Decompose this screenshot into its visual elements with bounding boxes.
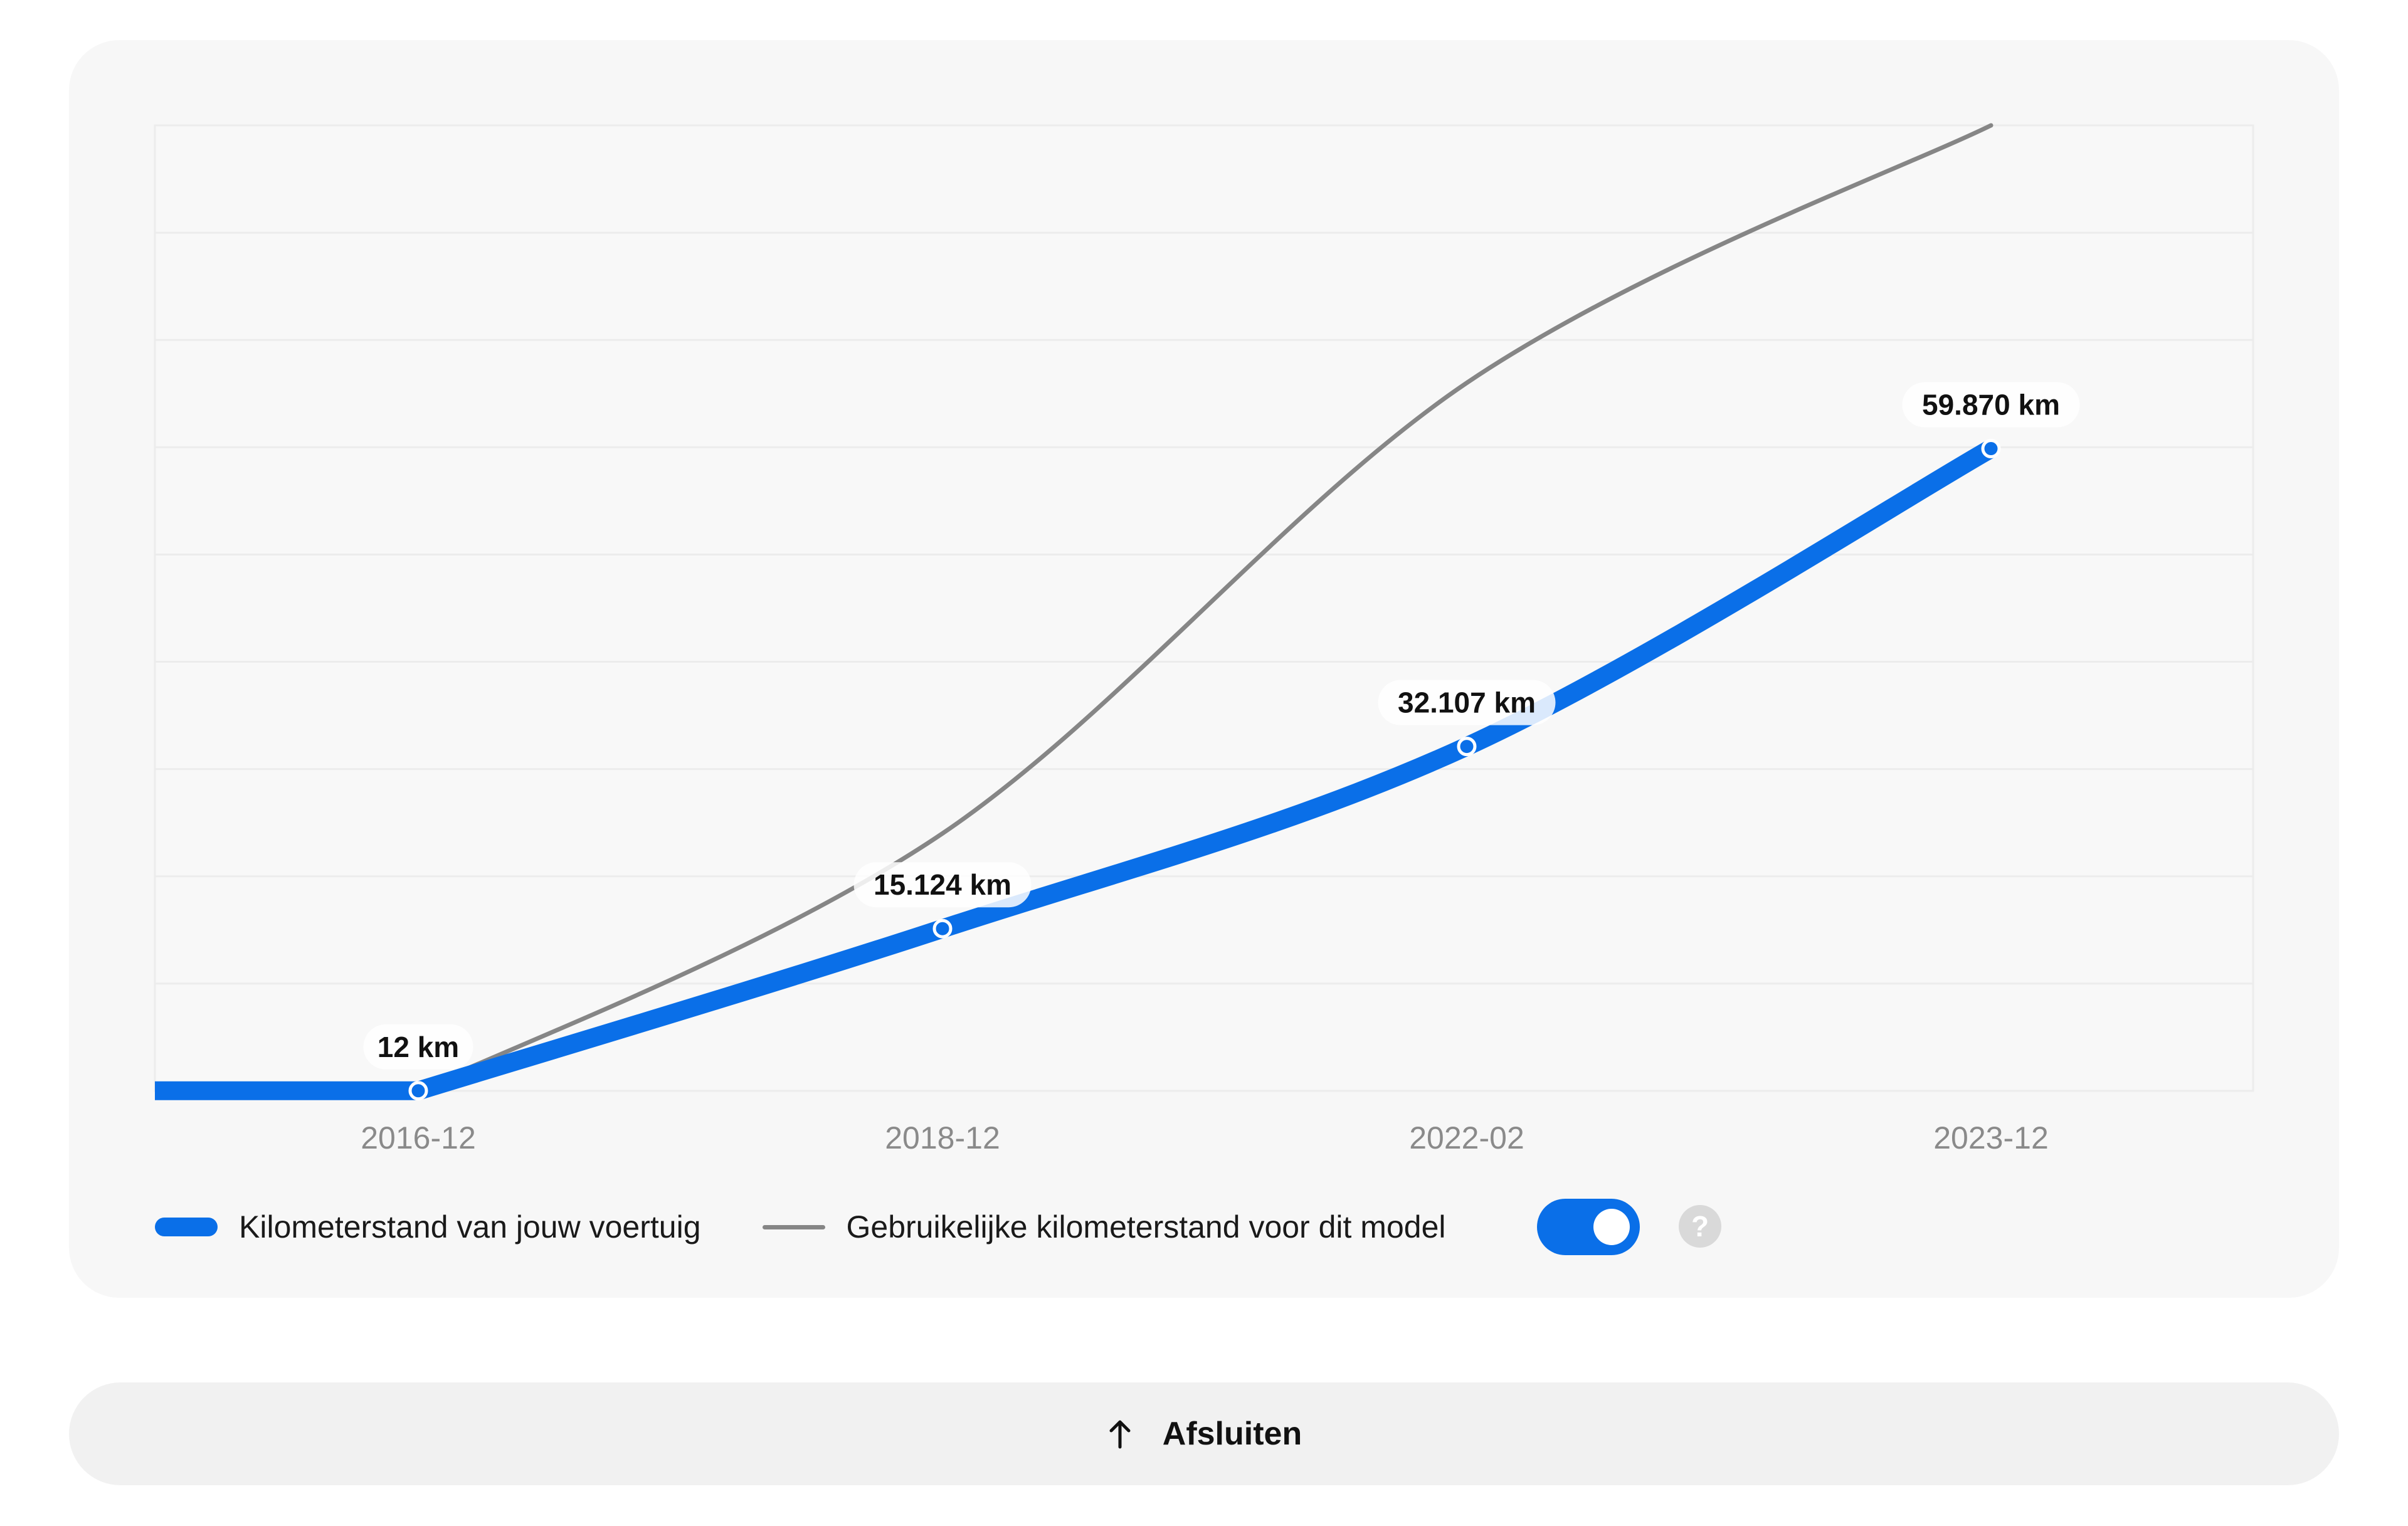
data-label: 12 km bbox=[378, 1031, 459, 1063]
x-tick-label: 2022-02 bbox=[1409, 1120, 1524, 1155]
typical-series bbox=[416, 123, 1993, 1093]
own-mileage-line bbox=[155, 440, 1996, 1100]
data-label: 32.107 km bbox=[1398, 687, 1536, 719]
x-tick-label: 2016-12 bbox=[361, 1120, 476, 1155]
help-icon[interactable]: ? bbox=[1679, 1205, 1721, 1248]
legend-swatch-own bbox=[155, 1218, 218, 1236]
x-tick-label: 2023-12 bbox=[1933, 1120, 2049, 1155]
data-points bbox=[408, 439, 2001, 1101]
toggle-knob bbox=[1593, 1209, 1630, 1245]
data-label-background bbox=[363, 1024, 473, 1070]
data-point bbox=[1981, 439, 2001, 459]
data-label: 15.124 km bbox=[874, 868, 1011, 901]
x-tick-label: 2018-12 bbox=[885, 1120, 1000, 1155]
legend-swatch-typical bbox=[762, 1224, 825, 1229]
typical-mileage-line bbox=[416, 123, 1993, 1093]
legend-item-typical: Gebruikelijke kilometerstand voor dit mo… bbox=[762, 1209, 1446, 1245]
own-series bbox=[155, 440, 1996, 1100]
data-point bbox=[408, 1081, 428, 1101]
data-point bbox=[932, 918, 953, 939]
arrow-up-icon bbox=[1109, 1420, 1131, 1449]
close-button-label: Afsluiten bbox=[1162, 1416, 1302, 1452]
data-label-background bbox=[853, 862, 1032, 908]
close-button[interactable]: Afsluiten bbox=[69, 1382, 2339, 1485]
typical-mileage-toggle[interactable] bbox=[1537, 1199, 1640, 1255]
chart-legend: Kilometerstand van jouw voertuig Gebruik… bbox=[155, 1199, 1507, 1255]
legend-label-own: Kilometerstand van jouw voertuig bbox=[239, 1209, 701, 1244]
data-label: 59.870 km bbox=[1922, 389, 2060, 421]
x-axis-ticks: 2016-12 2018-12 2022-02 2023-12 bbox=[361, 1120, 2049, 1155]
help-symbol: ? bbox=[1691, 1210, 1709, 1243]
data-label-background bbox=[1902, 382, 2080, 428]
data-label-background bbox=[1378, 680, 1556, 725]
data-point bbox=[1457, 737, 1477, 757]
legend-label-typical: Gebruikelijke kilometerstand voor dit mo… bbox=[846, 1209, 1446, 1244]
data-labels: 12 km 15.124 km 32.107 km 59.870 km bbox=[363, 382, 2080, 1070]
legend-item-own: Kilometerstand van jouw voertuig bbox=[155, 1209, 701, 1245]
